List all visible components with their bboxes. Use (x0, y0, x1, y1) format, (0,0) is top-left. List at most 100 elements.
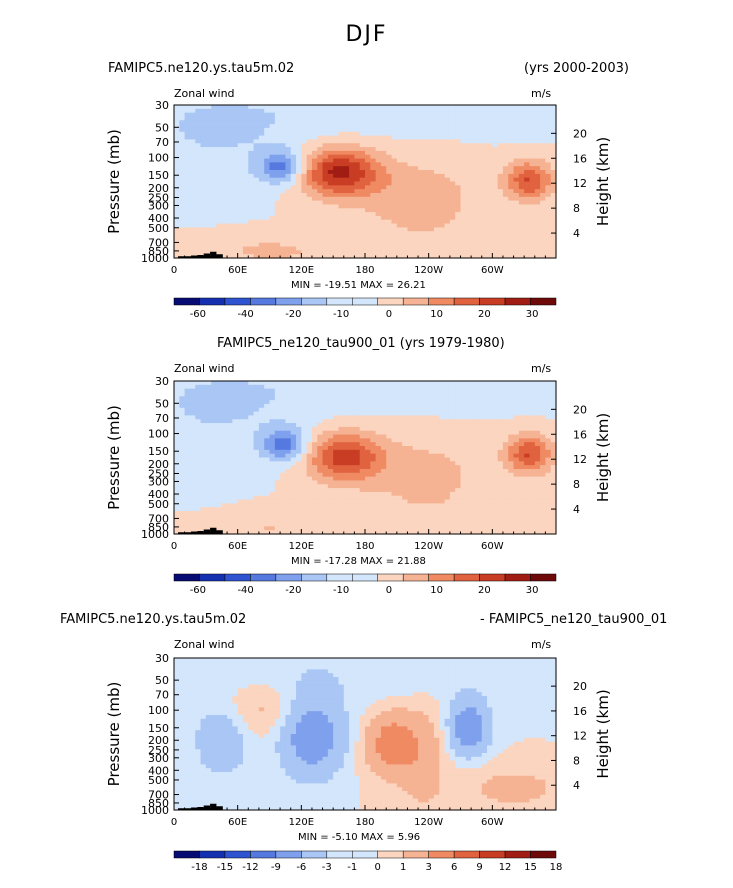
heatmap-cell (221, 196, 228, 202)
heatmap-cell (396, 112, 403, 118)
heatmap-cell (402, 465, 409, 470)
heatmap-cell (487, 461, 493, 466)
heatmap-cell (184, 181, 191, 186)
heatmap-cell (322, 223, 329, 228)
heatmap-cell (269, 381, 276, 386)
heatmap-cell (301, 150, 308, 156)
heatmap-cell (174, 484, 180, 489)
heatmap-cell (455, 231, 462, 236)
heatmap-cell (550, 388, 557, 394)
heatmap-cell (333, 449, 340, 455)
heatmap-cell (253, 189, 260, 194)
heatmap-cell (253, 147, 260, 152)
heatmap-cell (174, 392, 180, 397)
heatmap-cell (248, 200, 255, 206)
heatmap-cell (200, 124, 207, 129)
heatmap-cell (184, 461, 191, 466)
heatmap-cell (455, 434, 462, 439)
heatmap-cell (407, 231, 414, 236)
heatmap-cell (349, 235, 355, 240)
heatmap-cell (439, 254, 446, 259)
heatmap-cell (327, 105, 334, 110)
heatmap-cell (232, 127, 239, 133)
heatmap-cell (402, 254, 409, 259)
heatmap-cell (327, 388, 334, 394)
heatmap-cell (285, 147, 292, 152)
heatmap-cell (349, 112, 355, 118)
heatmap-cell (370, 173, 377, 179)
heatmap-cell (492, 150, 499, 156)
heatmap-cell (253, 426, 260, 432)
heatmap-cell (242, 200, 249, 206)
heatmap-cell (465, 192, 472, 198)
heatmap-cell (285, 127, 292, 133)
heatmap-cell (518, 384, 525, 390)
heatmap-cell (290, 162, 297, 167)
heatmap-cell (311, 461, 318, 466)
heatmap-cell (465, 166, 472, 171)
heatmap-cell (492, 139, 499, 144)
heatmap-cell (242, 189, 249, 194)
heatmap-cell (333, 158, 340, 163)
heatmap-cell (476, 411, 483, 417)
heatmap-cell (518, 143, 525, 148)
heatmap-cell (338, 388, 345, 394)
heatmap-cell (237, 465, 244, 470)
heatmap-cell (338, 423, 345, 428)
heatmap-cell (216, 154, 223, 160)
heatmap-cell (518, 131, 525, 137)
heatmap-cell (540, 204, 546, 209)
heatmap-cell (380, 442, 387, 447)
panel1-minmax: MIN = -19.51 MAX = 26.21 (291, 280, 426, 291)
heatmap-cell (460, 112, 467, 118)
heatmap-cell (290, 124, 297, 129)
heatmap-cell (195, 426, 202, 432)
heatmap-cell (338, 381, 345, 386)
heatmap-cell (237, 147, 244, 152)
heatmap-cell (221, 442, 228, 447)
heatmap-cell (174, 192, 180, 198)
heatmap-cell (200, 127, 207, 133)
colorbar-swatch (275, 297, 302, 306)
heatmap-cell (285, 426, 292, 432)
heatmap-cell (359, 120, 366, 125)
heatmap-cell (476, 219, 483, 225)
heatmap-cell (465, 196, 472, 202)
heatmap-cell (370, 192, 377, 198)
heatmap-cell (311, 219, 318, 225)
heatmap-cell (258, 423, 265, 428)
heatmap-cell (540, 127, 546, 133)
heatmap-cell (529, 426, 536, 432)
heatmap-cell (232, 135, 239, 141)
heatmap-cell (492, 120, 499, 125)
heatmap-cell (492, 177, 499, 183)
heatmap-cell (455, 388, 462, 394)
heatmap-cell (423, 219, 430, 225)
heatmap-cell (211, 392, 218, 397)
heatmap-cell (301, 231, 308, 236)
heatmap-cell (481, 219, 488, 225)
heatmap-cell (428, 442, 435, 447)
heatmap-cell (311, 388, 318, 394)
heatmap-cell (306, 238, 313, 244)
heatmap-cell (396, 472, 403, 478)
heatmap-cell (179, 204, 186, 209)
heatmap-cell (296, 170, 302, 175)
heatmap-cell (264, 127, 271, 133)
heatmap-cell (418, 235, 424, 240)
heatmap-cell (179, 200, 186, 206)
heatmap-cell (402, 158, 409, 163)
heatmap-cell (280, 423, 287, 428)
heatmap-cell (189, 200, 196, 206)
heatmap-cell (189, 131, 196, 137)
heatmap-cell (306, 124, 313, 129)
heatmap-cell (492, 223, 499, 228)
heatmap-cell (290, 434, 297, 439)
heatmap-cell (481, 392, 488, 397)
heatmap-cell (407, 227, 414, 232)
heatmap-cell (487, 170, 493, 175)
heatmap-cell (455, 181, 462, 186)
heatmap-cell (513, 223, 520, 228)
heatmap-cell (269, 449, 276, 455)
heatmap-cell (211, 396, 218, 401)
